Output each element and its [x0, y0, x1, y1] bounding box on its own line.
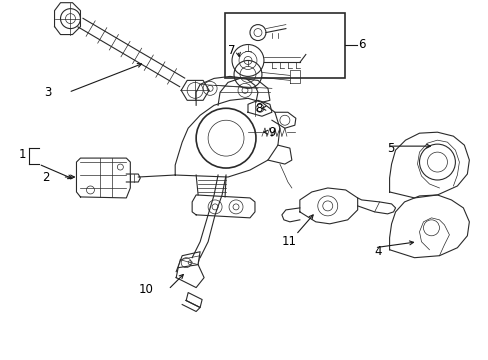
Text: 5: 5 [387, 141, 394, 155]
Text: 4: 4 [374, 245, 381, 258]
Text: 2: 2 [42, 171, 50, 184]
Text: 11: 11 [281, 235, 296, 248]
Text: 1: 1 [19, 148, 26, 161]
Text: 3: 3 [44, 86, 52, 99]
Text: 6: 6 [357, 38, 365, 51]
Text: 8: 8 [254, 102, 262, 115]
Text: 9: 9 [267, 126, 275, 139]
Bar [224, 13, 344, 78]
Text: 7: 7 [227, 44, 235, 57]
Text: 10: 10 [138, 283, 153, 296]
